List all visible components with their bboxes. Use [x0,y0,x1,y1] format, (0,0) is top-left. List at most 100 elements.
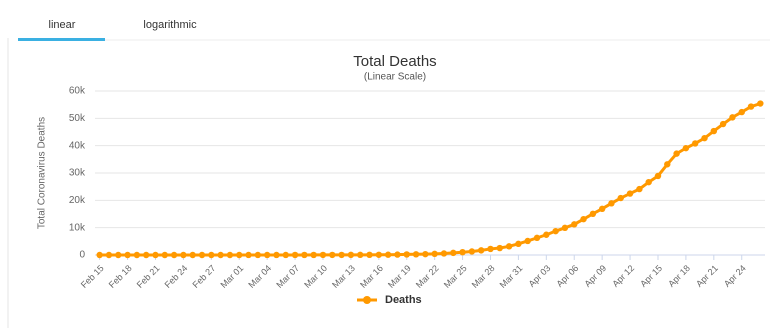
legend-marker [363,296,371,304]
point [142,251,150,259]
point [710,127,718,135]
x-tick-label: Mar 19 [386,263,413,290]
point [217,251,224,259]
chart-title: Total Deaths [353,53,436,70]
point [505,243,513,250]
point [301,251,308,259]
point [571,221,578,228]
x-tick-label: Feb 24 [163,263,190,290]
point [487,245,494,253]
point [580,215,587,223]
x-tick-label: Feb 27 [191,263,218,290]
point [543,231,550,238]
x-tick-label: Mar 13 [330,263,357,290]
point [133,251,141,259]
point [692,140,699,147]
point [747,103,755,110]
point [682,144,690,152]
x-tick-label: Apr 12 [610,263,636,289]
point [729,114,736,121]
x-tick-label: Apr 24 [722,263,748,289]
point [347,251,355,259]
x-tick-label: Mar 10 [302,263,329,290]
point [757,100,764,107]
y-tick-label: 0 [79,250,85,261]
point [552,227,559,235]
chart-subtitle: (Linear Scale) [364,72,426,83]
point [477,247,485,254]
point [589,210,597,218]
point [236,251,243,259]
point [273,251,280,259]
point [450,249,457,257]
x-tick-label: Feb 15 [79,263,106,290]
x-tick-label: Mar 16 [358,263,385,290]
x-tick-label: Feb 18 [107,263,134,290]
point [673,150,680,157]
point [105,251,113,259]
point [422,250,429,258]
point [366,251,373,259]
point [636,185,643,193]
x-tick-label: Mar 07 [274,263,301,290]
point [254,251,262,259]
point [263,251,271,259]
point [161,251,168,259]
point [329,251,336,259]
point [384,251,392,258]
point [403,251,410,258]
tab[interactable]: linear [49,19,76,31]
y-tick-label: 50k [69,113,86,124]
x-tick-label: Apr 03 [527,263,553,289]
point [664,161,671,168]
point [319,251,327,259]
point [515,240,522,248]
x-tick-label: Feb 21 [135,263,162,290]
point [654,172,662,180]
point [524,237,531,245]
point [291,251,299,259]
x-tick-label: Apr 21 [694,263,720,289]
x-tick-label: Mar 28 [470,263,497,290]
y-tick-label: 60k [69,86,86,97]
point [719,120,727,128]
point [645,178,652,186]
point [338,251,345,259]
x-tick-label: Mar 04 [246,263,273,290]
y-tick-label: 40k [69,140,86,151]
point [598,205,606,213]
point [189,251,196,259]
point [152,251,159,259]
y-axis-label: Total Coronavirus Deaths [37,117,48,229]
point [282,251,289,259]
tab-underline [18,38,105,41]
x-tick-label: Mar 25 [442,263,469,290]
point [626,190,634,197]
point [431,250,438,258]
point [738,108,745,116]
x-tick-label: Mar 22 [414,263,441,290]
point [124,251,131,259]
point [533,234,541,242]
x-tick-label: Apr 18 [666,263,692,289]
x-tick-label: Apr 09 [582,263,608,289]
legend-label: Deaths [385,294,422,306]
tab[interactable]: logarithmic [143,19,197,31]
point [375,251,383,258]
point [180,251,187,259]
y-tick-label: 30k [69,168,86,179]
x-tick-label: Apr 06 [554,263,580,289]
point [617,194,624,202]
point [561,224,569,232]
point [208,251,215,259]
point [496,244,503,252]
point [468,248,476,255]
series-line [99,102,761,257]
point [115,251,122,259]
x-tick-label: Apr 15 [638,263,664,289]
point [226,251,234,259]
point [459,248,466,256]
point [170,251,178,259]
point [440,250,448,257]
